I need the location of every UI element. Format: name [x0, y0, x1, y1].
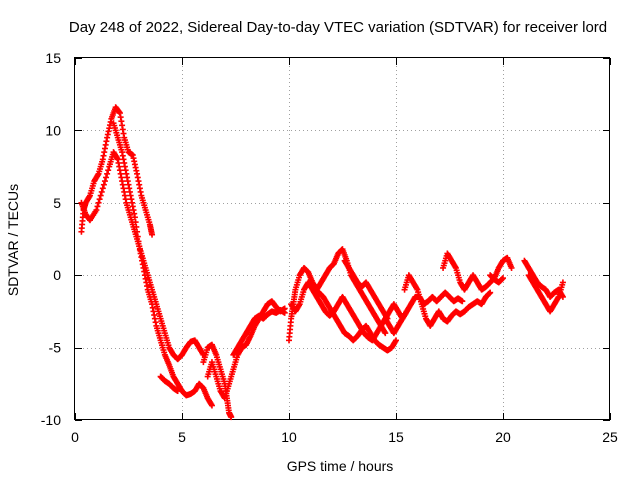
data-point — [103, 174, 110, 181]
x-tick-labels: 0 5 10 15 20 25 — [71, 429, 618, 445]
x-axis-label: GPS time / hours — [287, 458, 394, 474]
data-point — [97, 192, 104, 199]
chart-title: Day 248 of 2022, Sidereal Day-to-day VTE… — [69, 19, 607, 36]
y-tick-labels: -10 -5 0 5 10 15 — [41, 50, 61, 428]
data-point — [487, 289, 494, 296]
plot-frame — [74, 57, 610, 420]
data-point — [281, 309, 288, 316]
data-point — [508, 264, 515, 271]
x-tick-label: 20 — [495, 429, 511, 445]
grid-lines — [75, 58, 610, 420]
data-point — [94, 203, 101, 210]
data-point — [228, 414, 235, 421]
x-tick-label: 5 — [178, 429, 186, 445]
axis-ticks — [75, 58, 611, 421]
data-point — [100, 181, 107, 188]
x-tick-label: 10 — [281, 429, 297, 445]
data-point — [559, 279, 566, 286]
data-point — [98, 188, 105, 195]
data-point — [105, 167, 112, 174]
y-tick-label: 15 — [45, 50, 61, 66]
x-tick-label: 0 — [71, 429, 79, 445]
y-tick-label: -5 — [49, 340, 62, 356]
data-point — [96, 196, 103, 203]
y-tick-label: 10 — [45, 122, 61, 138]
x-tick-label: 25 — [602, 429, 618, 445]
data-point — [459, 298, 466, 305]
data-point — [149, 231, 156, 238]
data-points — [78, 104, 566, 421]
y-tick-label: 5 — [53, 195, 61, 211]
y-tick-label: 0 — [53, 267, 61, 283]
data-point — [99, 185, 106, 192]
x-tick-label: 15 — [388, 429, 404, 445]
data-point — [500, 275, 506, 282]
y-axis-label: SDTVAR / TECUs — [5, 184, 21, 296]
data-point — [174, 388, 181, 395]
data-point — [208, 402, 215, 409]
y-tick-label: -10 — [41, 412, 61, 428]
data-point — [93, 207, 100, 214]
data-point — [382, 330, 389, 337]
data-point — [95, 199, 102, 206]
data-point — [104, 170, 111, 177]
data-point — [393, 337, 399, 344]
data-point — [101, 178, 108, 185]
